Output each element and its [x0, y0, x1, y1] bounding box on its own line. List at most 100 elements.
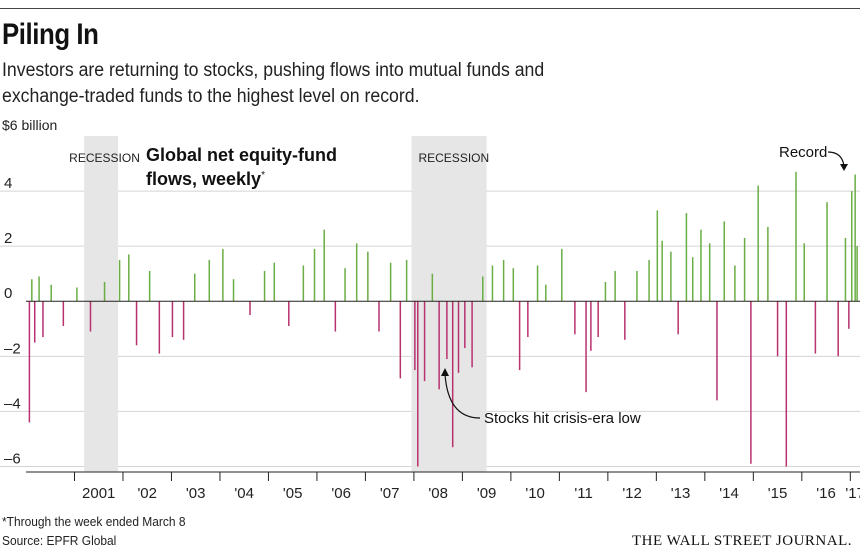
y-tick-label: –2 [4, 340, 21, 357]
x-tick-label: '16 [816, 485, 836, 502]
flow-bar [636, 270, 638, 302]
flow-bar [171, 301, 174, 338]
flow-bar [431, 273, 434, 302]
recession-label: RECESSION [69, 151, 140, 165]
flow-bar [708, 243, 711, 302]
publisher-logo: THE WALL STREET JOURNAL. [631, 533, 852, 549]
x-tick-label: '13 [671, 485, 691, 502]
flow-bar [367, 251, 369, 302]
y-tick-label: 2 [4, 230, 12, 247]
flow-bar [89, 301, 92, 332]
flow-bar [685, 213, 688, 302]
flow-bar [128, 254, 130, 302]
recession-layer [84, 136, 487, 472]
record-arrowhead [840, 164, 848, 171]
recession-band [84, 136, 119, 472]
flow-bar [491, 265, 494, 302]
flow-bar [118, 259, 121, 302]
x-tick-label: '14 [719, 485, 739, 502]
flow-bar [471, 301, 473, 368]
flow-bar [31, 279, 33, 302]
flow-bar [750, 301, 752, 464]
flow-bar [856, 246, 858, 302]
flow-bar [561, 248, 563, 302]
flow-bar [42, 301, 44, 338]
x-tick-label: '11 [574, 485, 592, 502]
flow-bar [313, 248, 316, 302]
flow-bar [848, 301, 850, 329]
x-tick-label: '15 [768, 485, 788, 502]
flow-bar [716, 301, 718, 401]
flow-bar [776, 301, 779, 357]
flow-bar [826, 202, 828, 302]
flow-bar [670, 251, 672, 302]
flow-bar [656, 210, 659, 302]
flow-bar [464, 301, 466, 349]
flow-bar [700, 229, 702, 302]
flow-bar [28, 301, 31, 423]
x-tick-label: '08 [428, 485, 448, 502]
flow-bar [378, 301, 380, 332]
flow-bar [734, 265, 736, 302]
flow-bar [512, 268, 515, 302]
flow-bar [677, 301, 679, 335]
x-tick-label: '10 [525, 485, 545, 502]
flow-bar [148, 270, 151, 302]
flow-bar [438, 301, 440, 390]
flow-bar [574, 301, 576, 335]
flow-bar [414, 301, 416, 371]
flow-bar [389, 262, 392, 302]
flow-bar [597, 301, 599, 338]
flow-bar [527, 301, 529, 338]
flow-bar [785, 301, 788, 467]
flow-bar [232, 279, 235, 302]
flow-bar [288, 301, 290, 327]
flow-bar [33, 301, 36, 343]
flow-bar [208, 259, 211, 302]
flow-bar [502, 259, 505, 302]
chart-subtitle: Investors are returning to stocks, pushi… [2, 60, 545, 107]
flow-bar [323, 229, 325, 302]
flow-bar [273, 262, 276, 302]
y-tick-label: 4 [4, 175, 12, 192]
flow-bar [614, 270, 616, 302]
flow-bar [803, 243, 805, 302]
flow-bar [222, 248, 224, 302]
x-tick-label: '06 [331, 485, 351, 502]
label-layer: $6 billion RECESSION RECESSION 4 2 0 –2 –4 –6 200… [2, 117, 860, 502]
flow-bar [767, 226, 769, 302]
flow-bar [344, 268, 346, 302]
x-tick-label: '03 [186, 485, 206, 502]
x-tick-label: '07 [380, 485, 400, 502]
flow-bar [405, 259, 408, 302]
flow-bar [263, 270, 266, 302]
flow-bar [457, 301, 460, 373]
flow-bar [182, 301, 185, 340]
recession-label: RECESSION [418, 151, 489, 165]
flow-bar [50, 284, 52, 302]
flow-bar [837, 301, 839, 357]
x-tick-label: '05 [283, 485, 303, 502]
top-rule [0, 8, 860, 9]
y-tick-label: –4 [4, 395, 21, 412]
flow-bar [302, 265, 305, 302]
flow-bar [536, 265, 539, 302]
flow-bar [423, 301, 426, 382]
record-arrow [827, 151, 845, 167]
flow-bar [135, 301, 138, 346]
footnote-marker: * [261, 170, 265, 181]
flow-bar [691, 257, 694, 302]
flow-bar [355, 243, 358, 302]
flow-bar [76, 287, 78, 302]
flow-bar [38, 276, 40, 302]
flow-bar [757, 185, 759, 302]
flow-bar [399, 301, 402, 379]
flow-bar [844, 237, 847, 302]
flow-bar [334, 301, 337, 332]
x-tick-label: '17 [845, 485, 860, 502]
chart-inner-title: Global net equity-fund [146, 145, 337, 165]
flow-bar [451, 301, 454, 448]
flow-bar [545, 284, 547, 302]
x-tick-label: '04 [234, 485, 254, 502]
